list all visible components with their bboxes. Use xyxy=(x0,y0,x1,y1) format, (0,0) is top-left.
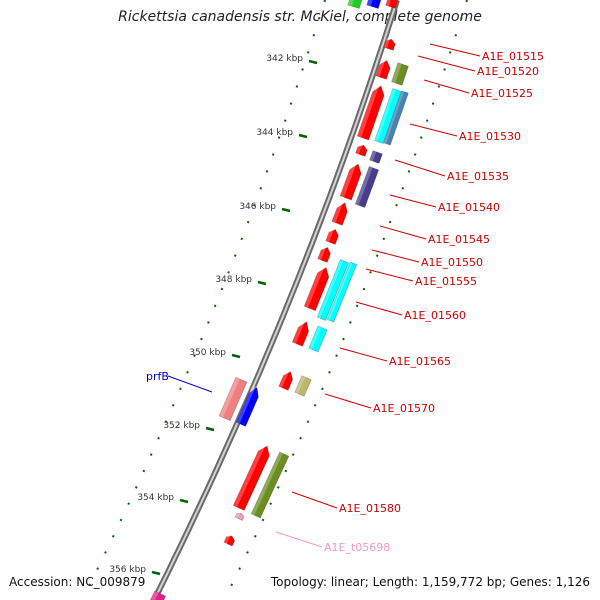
scale-tick-352 xyxy=(205,426,215,432)
feature-top-red xyxy=(385,0,399,9)
leader-a1e-01565 xyxy=(339,347,388,362)
leader-a1e-01555 xyxy=(365,268,414,282)
scale-tick-label-348: 348 kbp xyxy=(215,275,252,285)
gene-label-prfb: prfB xyxy=(146,370,169,383)
scale-tick-label-346: 346 kbp xyxy=(239,202,276,212)
feature-prfb xyxy=(235,385,259,427)
leader-a1e-01550 xyxy=(371,249,420,263)
cds-a1e-01515 xyxy=(383,37,396,51)
cog-a1e-01580 xyxy=(250,451,290,519)
gene-label-a1e-01535: A1E_01535 xyxy=(447,170,509,183)
leader-a1e-01530 xyxy=(409,123,458,137)
gene-label-a1e-01540: A1E_01540 xyxy=(438,201,500,214)
cds-a1e-01560 xyxy=(291,319,310,347)
accession-text: Accession: NC_009879 xyxy=(9,575,146,589)
cds-a1e-01525 xyxy=(356,84,385,141)
leader-a1e-01545 xyxy=(379,225,427,240)
scale-tick-label-354: 354 kbp xyxy=(137,493,174,503)
cog-a1e-01565 xyxy=(294,375,312,397)
cds-a1e-01580 xyxy=(232,443,270,511)
leader-a1e-01535 xyxy=(394,159,446,177)
cds-a1e-01535 xyxy=(339,162,362,201)
gene-label-a1e-01560: A1E_01560 xyxy=(404,309,466,322)
gene-label-a1e-01515: A1E_01515 xyxy=(482,50,544,63)
leader-a1e-01515 xyxy=(429,43,481,57)
scale-tick-label-352: 352 kbp xyxy=(163,421,200,431)
scale-tick-346 xyxy=(281,207,291,213)
cog-a1e-01555-cyan-b xyxy=(326,261,358,323)
scale-tick-342 xyxy=(308,59,318,65)
feature-top-blue xyxy=(366,0,382,10)
cog-a1e-01525-steel xyxy=(383,90,409,146)
scale-tick-354 xyxy=(179,498,189,504)
cog-a1e-01560 xyxy=(308,325,328,353)
scale-tick-label-344: 344 kbp xyxy=(256,128,293,138)
feature-top-green xyxy=(347,0,363,10)
scale-tick-label-342: 342 kbp xyxy=(266,54,303,64)
cds-a1e-01565 xyxy=(278,369,294,391)
cds-a1e-01520 xyxy=(375,58,391,80)
gene-label-a1e-01525: A1E_01525 xyxy=(471,87,533,100)
gene-label-a1e-01545: A1E_01545 xyxy=(428,233,490,246)
cds-a1e-01530 xyxy=(355,143,368,157)
leader-a1e-t05698 xyxy=(275,531,323,548)
cds-bottom-small xyxy=(223,533,236,547)
gene-label-a1e-01550: A1E_01550 xyxy=(421,256,483,269)
cog-a1e-01555-cyan xyxy=(316,259,350,321)
gene-label-a1e-01580: A1E_01580 xyxy=(339,502,401,515)
feature-a1e-t05698 xyxy=(234,511,245,521)
gene-label-a1e-01570: A1E_01570 xyxy=(373,402,435,415)
gene-label-a1e-01565: A1E_01565 xyxy=(389,355,451,368)
gene-label-a1e-t05698: A1E_t05698 xyxy=(324,541,390,554)
scale-tick-344 xyxy=(298,133,308,139)
cog-prfb xyxy=(218,376,248,422)
feature-bottom-magenta xyxy=(149,590,167,600)
cds-a1e-01555 xyxy=(303,265,330,312)
cog-a1e-01525-cyan xyxy=(374,88,402,144)
cog-a1e-01520 xyxy=(391,62,409,86)
scale-tick-348 xyxy=(257,280,267,286)
scale-tick-350 xyxy=(231,353,241,359)
scale-tick-label-356: 356 kbp xyxy=(109,565,146,575)
genome-summary-text: Topology: linear; Length: 1,159,772 bp; … xyxy=(270,575,590,589)
leader-a1e-01540 xyxy=(389,194,437,208)
scale-tick-label-350: 350 kbp xyxy=(189,348,226,358)
cog-a1e-01535 xyxy=(354,165,380,209)
cog-a1e-01530 xyxy=(369,150,383,164)
leader-a1e-01520 xyxy=(417,55,476,72)
cds-a1e-01545 xyxy=(325,227,339,245)
leader-a1e-01525 xyxy=(423,79,470,94)
leader-prfb xyxy=(167,375,213,393)
gene-label-a1e-01555: A1E_01555 xyxy=(415,275,477,288)
leader-a1e-01580 xyxy=(291,491,338,509)
gene-label-a1e-01520: A1E_01520 xyxy=(477,65,539,78)
leader-a1e-01560 xyxy=(355,301,403,316)
genome-backbone-highlight xyxy=(153,0,398,600)
cds-a1e-01550 xyxy=(317,245,331,263)
leader-a1e-01570 xyxy=(324,393,372,409)
gene-label-a1e-01530: A1E_01530 xyxy=(459,130,521,143)
cds-a1e-01540 xyxy=(331,200,348,226)
scale-tick-356 xyxy=(151,570,161,576)
